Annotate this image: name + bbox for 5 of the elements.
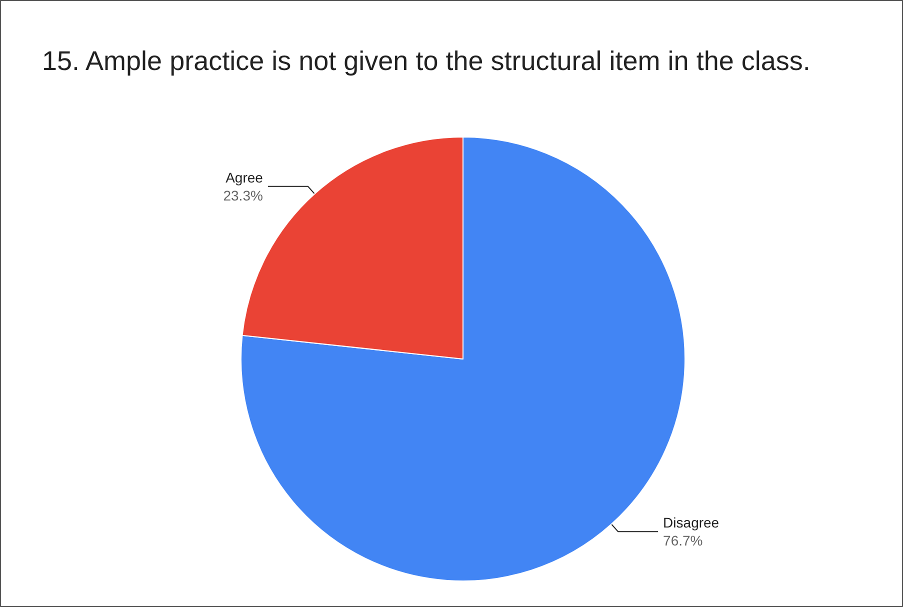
data-label: 23.3% (223, 187, 263, 204)
slice-label: Disagree (663, 514, 720, 531)
slice-label: Agree (226, 169, 264, 186)
chart-title: 15. Ample practice is not given to the structural item in the class. (42, 46, 810, 76)
data-label: 76.7% (663, 532, 703, 549)
